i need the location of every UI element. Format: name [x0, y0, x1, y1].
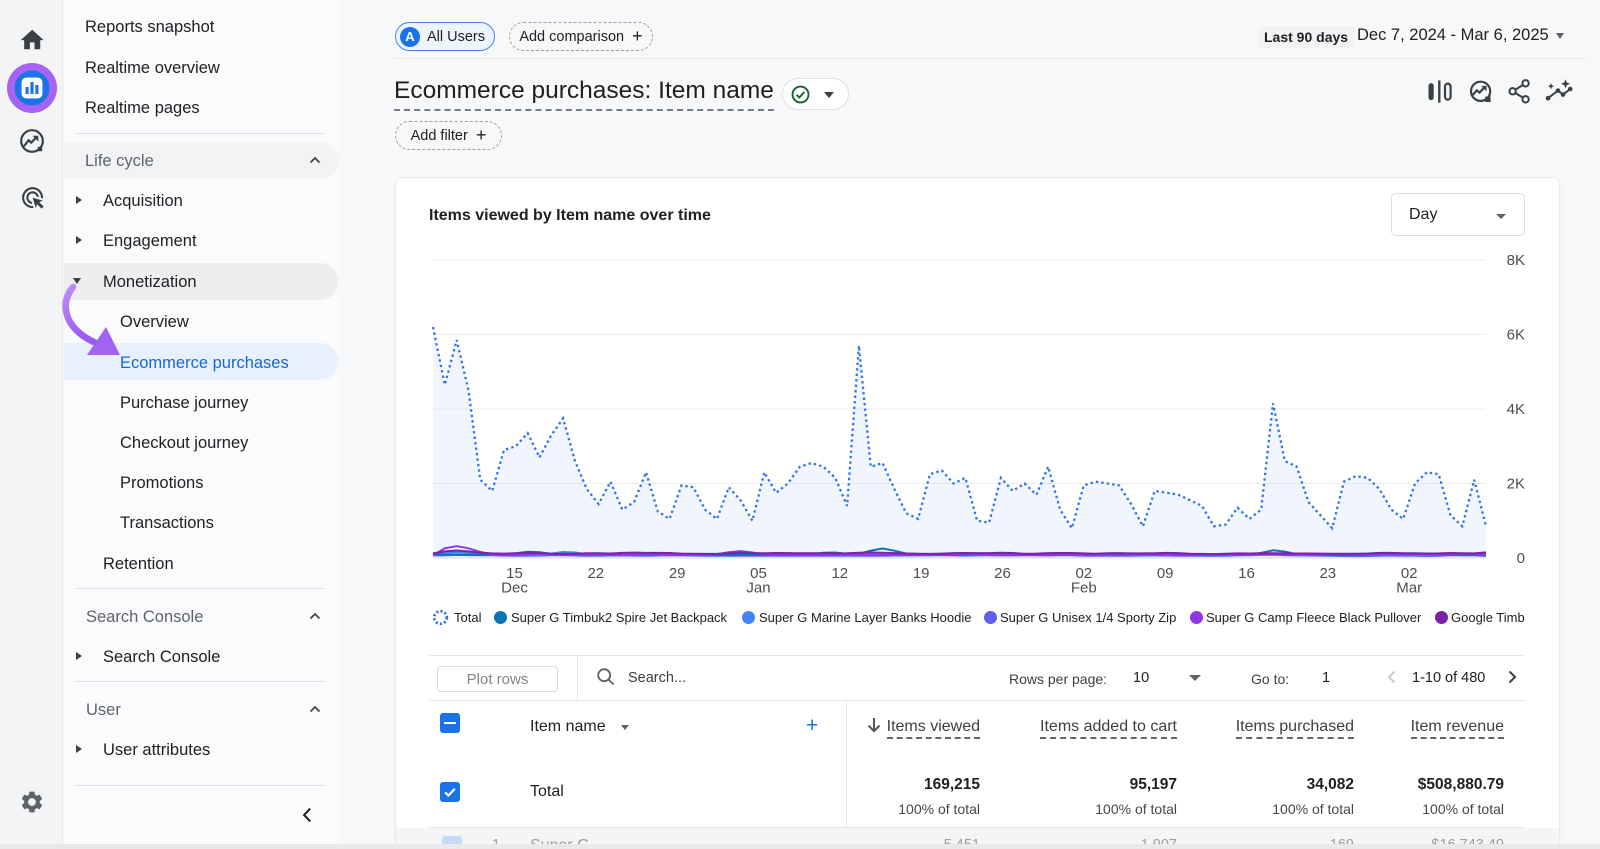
svg-text:0: 0: [1517, 550, 1525, 567]
svg-text:29: 29: [669, 565, 686, 582]
svg-text:26: 26: [994, 565, 1011, 582]
svg-text:Mar: Mar: [1396, 580, 1422, 597]
svg-text:4K: 4K: [1507, 401, 1525, 418]
svg-text:15: 15: [506, 565, 523, 582]
svg-text:12: 12: [831, 565, 848, 582]
svg-text:22: 22: [587, 565, 604, 582]
svg-text:23: 23: [1319, 565, 1336, 582]
svg-text:05: 05: [750, 565, 767, 582]
svg-text:8K: 8K: [1507, 252, 1525, 269]
svg-text:Feb: Feb: [1071, 580, 1097, 597]
svg-text:02: 02: [1075, 565, 1092, 582]
svg-text:2K: 2K: [1507, 476, 1525, 493]
svg-text:Dec: Dec: [501, 580, 528, 597]
svg-text:19: 19: [913, 565, 930, 582]
svg-text:09: 09: [1157, 565, 1174, 582]
svg-text:6K: 6K: [1507, 327, 1525, 344]
svg-text:02: 02: [1401, 565, 1418, 582]
svg-text:16: 16: [1238, 565, 1255, 582]
svg-text:Jan: Jan: [746, 580, 770, 597]
